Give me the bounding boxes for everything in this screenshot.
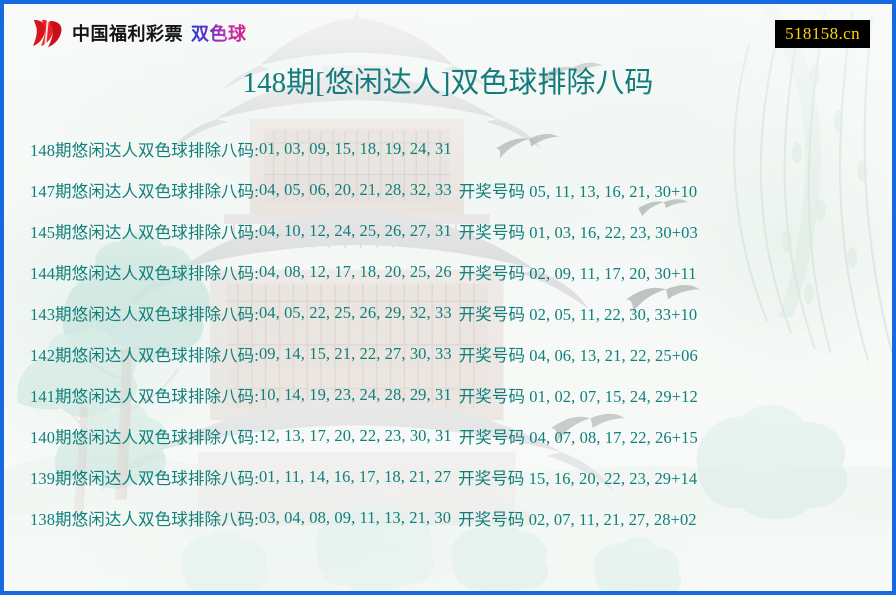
row-excluded-numbers: 04, 05, 06, 20, 21, 28, 32, 33 (258, 179, 452, 199)
row-draw-result: 开奖号码 15, 16, 20, 22, 23, 29+14 (458, 468, 698, 488)
brand-name-ssq: 双色球 (191, 20, 247, 46)
list-item: 143期悠闲达人双色球排除八码: 04, 05, 22, 25, 26, 29,… (30, 292, 868, 333)
brand-name-cn: 中国福利彩票 (72, 24, 183, 44)
header-bar: 中国福利彩票 双色球 518158.cn (4, 4, 892, 58)
row-draw-result: 开奖号码 01, 03, 16, 22, 23, 30+03 (458, 222, 698, 242)
list-item: 138期悠闲达人双色球排除八码: 03, 04, 08, 09, 11, 13,… (30, 497, 868, 538)
row-label: 139期悠闲达人双色球排除八码: (30, 468, 259, 488)
row-excluded-numbers: 04, 10, 12, 24, 25, 26, 27, 31 (258, 220, 452, 240)
list-item: 147期悠闲达人双色球排除八码: 04, 05, 06, 20, 21, 28,… (30, 169, 868, 210)
row-excluded-numbers: 04, 05, 22, 25, 26, 29, 32, 33 (258, 302, 452, 322)
row-label: 140期悠闲达人双色球排除八码: (30, 427, 259, 447)
row-draw-result: 开奖号码 05, 11, 13, 16, 21, 30+10 (458, 181, 698, 201)
row-excluded-numbers: 10, 14, 19, 23, 24, 28, 29, 31 (258, 384, 452, 404)
page-title: 148期[悠闲达人]双色球排除八码 (242, 67, 654, 99)
row-draw-result: 开奖号码 01, 02, 07, 15, 24, 29+12 (458, 386, 698, 406)
row-excluded-numbers: 01, 11, 14, 16, 17, 18, 21, 27 (258, 466, 452, 486)
list-item: 148期悠闲达人双色球排除八码: 01, 03, 09, 15, 18, 19,… (30, 128, 868, 169)
row-excluded-numbers: 03, 04, 08, 09, 11, 13, 21, 30 (258, 507, 452, 527)
list-item: 139期悠闲达人双色球排除八码: 01, 11, 14, 16, 17, 18,… (30, 456, 868, 497)
row-draw-result: 开奖号码 02, 07, 11, 21, 27, 28+02 (458, 509, 697, 529)
list-item: 142期悠闲达人双色球排除八码: 09, 14, 15, 21, 22, 27,… (30, 333, 868, 374)
list-item: 144期悠闲达人双色球排除八码: 04, 08, 12, 17, 18, 20,… (30, 251, 868, 292)
row-excluded-numbers: 01, 03, 09, 15, 18, 19, 24, 31 (258, 138, 452, 158)
list-item: 145期悠闲达人双色球排除八码: 04, 10, 12, 24, 25, 26,… (30, 210, 868, 251)
row-label: 148期悠闲达人双色球排除八码: (30, 140, 259, 160)
row-draw-result: 开奖号码 04, 06, 13, 21, 22, 25+06 (458, 345, 698, 365)
prediction-list: 148期悠闲达人双色球排除八码: 01, 03, 09, 15, 18, 19,… (4, 128, 892, 538)
row-draw-result: 开奖号码 02, 09, 11, 17, 20, 30+11 (458, 263, 697, 283)
row-draw-result: 开奖号码 04, 07, 08, 17, 22, 26+15 (458, 427, 698, 447)
row-label: 141期悠闲达人双色球排除八码: (30, 386, 259, 406)
row-label: 143期悠闲达人双色球排除八码: (30, 304, 259, 324)
site-watermark-badge: 518158.cn (775, 20, 870, 48)
row-label: 142期悠闲达人双色球排除八码: (30, 345, 259, 365)
list-item: 141期悠闲达人双色球排除八码: 10, 14, 19, 23, 24, 28,… (30, 374, 868, 415)
row-draw-result: 开奖号码 02, 05, 11, 22, 30, 33+10 (458, 304, 698, 324)
row-label: 147期悠闲达人双色球排除八码: (30, 181, 259, 201)
brand-lockup: 中国福利彩票 双色球 (30, 18, 247, 48)
row-excluded-numbers: 12, 13, 17, 20, 22, 23, 30, 31 (258, 425, 452, 445)
list-item: 140期悠闲达人双色球排除八码: 12, 13, 17, 20, 22, 23,… (30, 415, 868, 456)
china-welfare-lottery-logo-icon (33, 18, 62, 48)
row-excluded-numbers: 09, 14, 15, 21, 22, 27, 30, 33 (258, 343, 452, 363)
row-label: 145期悠闲达人双色球排除八码: (30, 222, 259, 242)
row-excluded-numbers: 04, 08, 12, 17, 18, 20, 25, 26 (258, 261, 452, 281)
row-label: 138期悠闲达人双色球排除八码: (30, 509, 259, 529)
row-label: 144期悠闲达人双色球排除八码: (30, 263, 259, 283)
